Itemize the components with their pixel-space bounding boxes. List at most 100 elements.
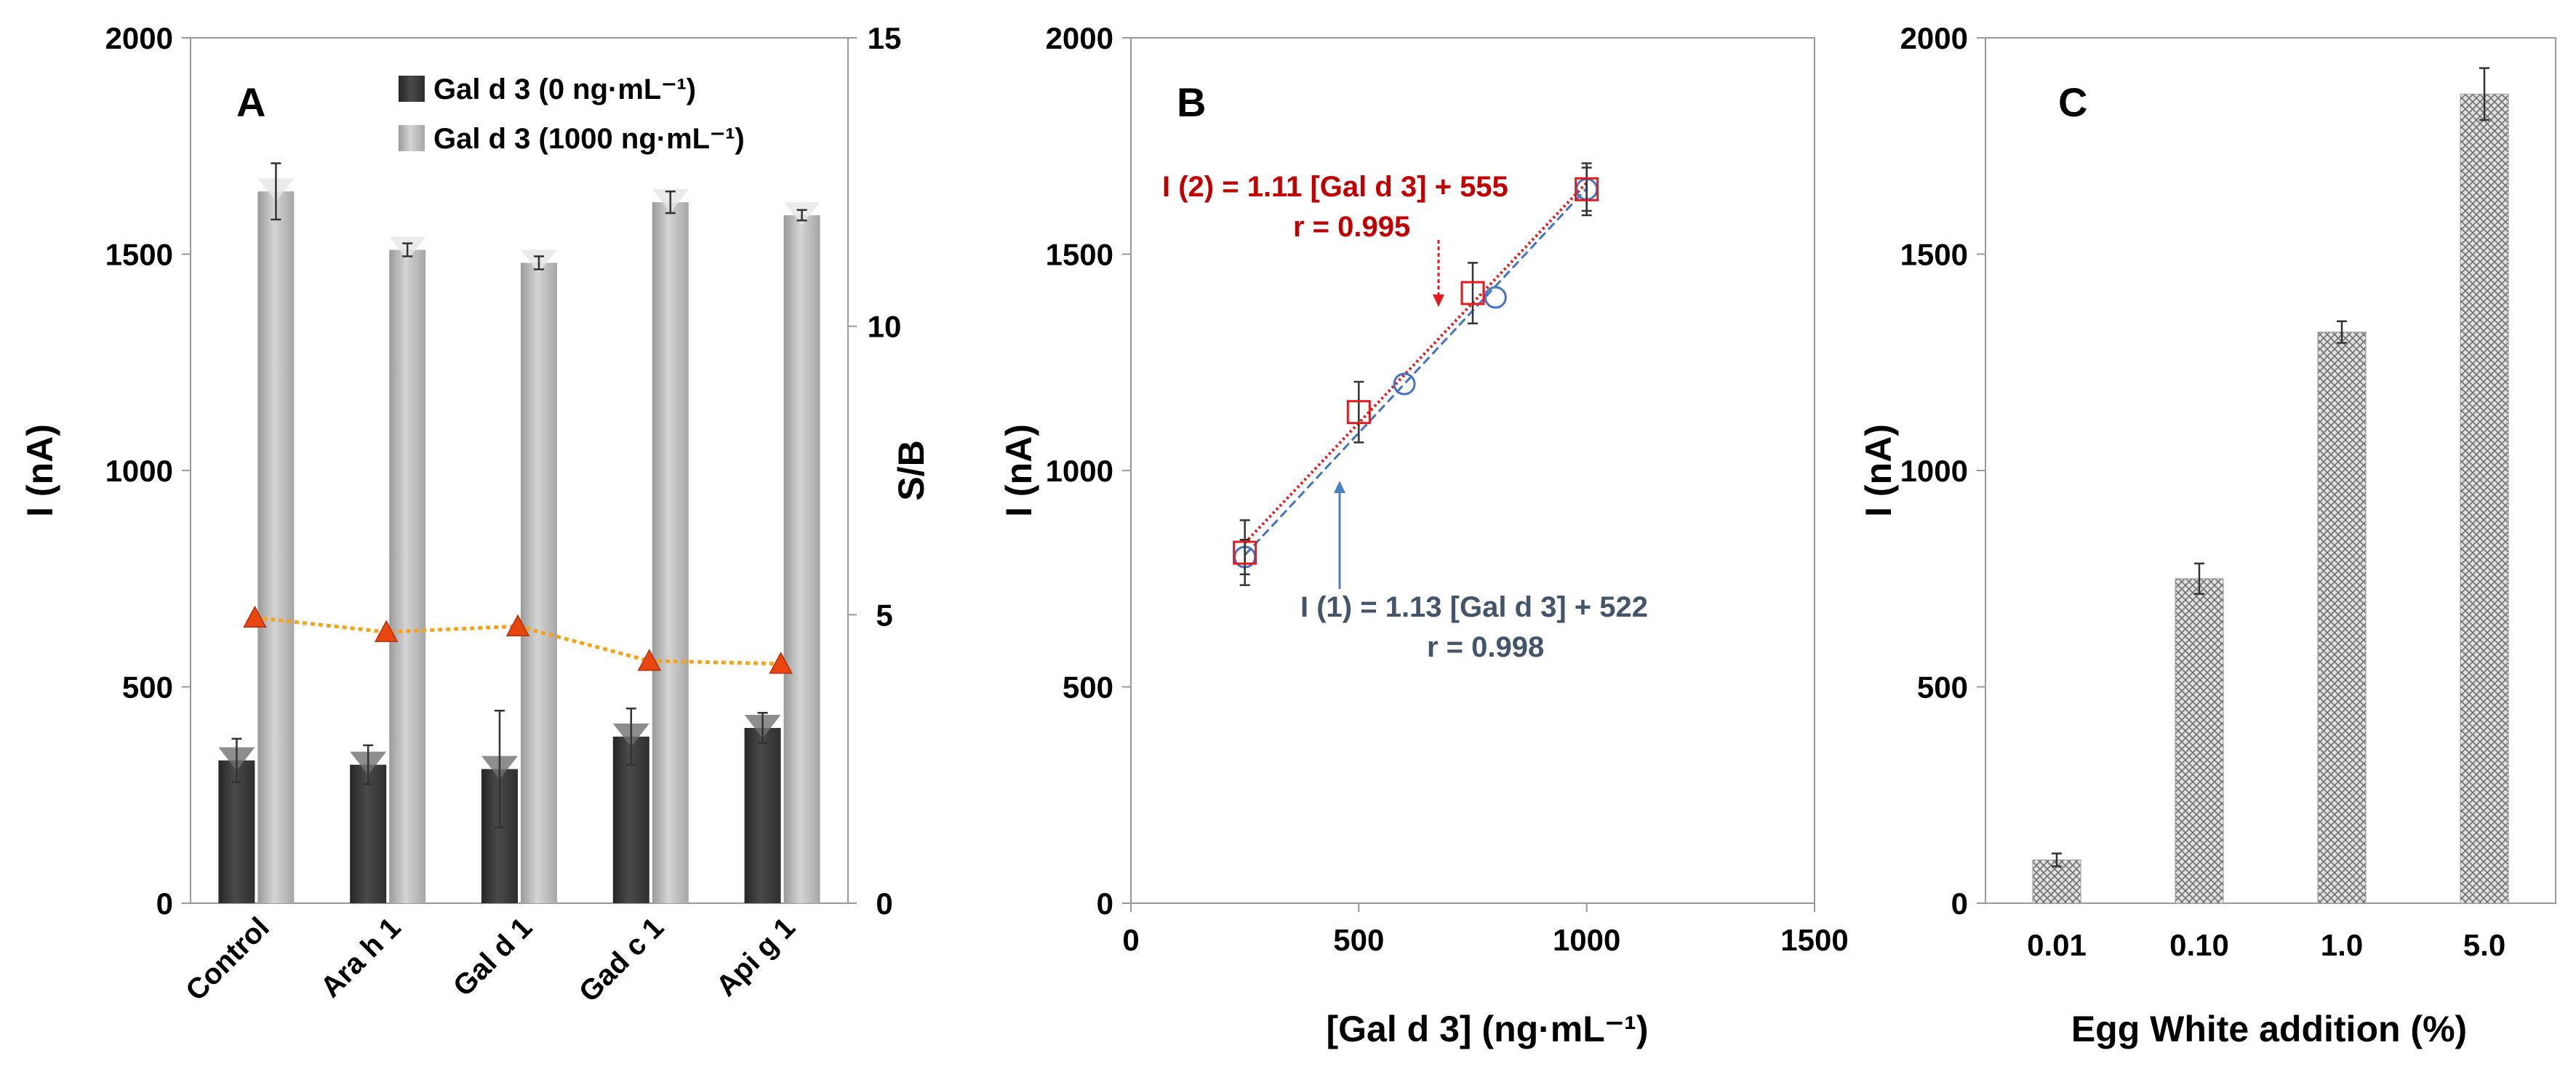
error-bar [363,744,374,785]
error-bar [271,162,281,221]
error-bar [1581,162,1592,217]
x-tick-label: 0.01 [2027,928,2087,962]
panel-b: 0 500 1000 1500 2000 0 500 1000 1500 B I (nA) [… [999,21,1849,1049]
point-square [1233,540,1257,565]
y-tick-label: 2000 [105,21,173,55]
y-tick-label: 1000 [105,454,173,488]
x-tick-label: 5.0 [2463,928,2505,962]
error-bar [625,708,636,766]
y-tick-label: 500 [122,670,173,705]
error-bar [1468,262,1478,324]
y-tick-label: 1000 [1900,454,1968,488]
y-axis-right-a: 0 5 10 15 [848,21,901,921]
plot-area-b [1130,37,1815,904]
bar [783,215,820,903]
x-axis-c: 0.01 0.10 1.0 5.0 [2027,928,2505,962]
fit-line-1 [1244,188,1588,556]
bar [2175,578,2224,904]
bar [350,764,387,903]
error-bar [402,242,413,257]
y2-tick-label: 10 [868,310,902,344]
bar [652,202,689,904]
y-tick-label: 1500 [1900,238,1968,272]
y2-tick-label: 5 [876,598,892,632]
x-axis-b: 0 500 1000 1500 [1122,903,1849,957]
panel-a: 0 500 1000 1500 2000 0 5 10 15 Control Ara h 1 Ga… [20,21,932,1009]
sb-marker [374,620,399,642]
point-square [1460,281,1485,305]
bar [389,249,426,903]
x-axis-a: Control Ara h 1 Gal d 1 Gad c 1 Api g 1 [180,911,801,1008]
y-tick-label: 500 [1917,670,1968,705]
x-tick-label: 1000 [1553,923,1620,957]
error-bar [665,190,676,215]
x-tick-label: Gad c 1 [573,911,670,1008]
bar [2460,93,2509,904]
bar [2317,332,2367,904]
y-tick-label: 0 [1951,886,1968,921]
y-tick-label: 500 [1063,670,1113,705]
arrow-eq-1 [1334,481,1345,589]
y-tick-label: 2000 [1046,21,1113,55]
error-bar [2479,67,2489,121]
y-tick-label: 1500 [105,238,173,272]
x-tick-label: 0.10 [2169,928,2229,962]
arrow-eq-2 [1433,240,1444,307]
fit-lines-b [1244,181,1588,556]
x-axis-label-b: [Gal d 3] (ng·mL⁻¹) [1327,1009,1649,1049]
fit-line-2 [1244,181,1588,545]
error-bar [495,709,505,829]
sb-series [243,605,793,674]
sb-marker [637,649,662,671]
y-tick-label: 1000 [1046,454,1113,488]
x-tick-label: 1500 [1780,923,1848,957]
y2-tick-label: 0 [876,886,892,921]
equation-1: I (1) = 1.13 [Gal d 3] + 522 [1300,591,1648,623]
error-bar [1239,519,1250,586]
x-axis-label-c: Egg White addition (%) [2071,1009,2467,1049]
x-tick-label: Ara h 1 [315,911,407,1004]
y-tick-label: 0 [156,886,173,921]
legend-swatch-1 [399,125,425,151]
r-value-1: r = 0.998 [1427,631,1544,663]
bars-a [218,162,820,904]
legend-a: Gal d 3 (0 ng·mL⁻¹) Gal d 3 (1000 ng·mL⁻… [399,73,745,155]
error-bar [2052,852,2062,868]
y-axis-label-c: I (nA) [1858,424,1899,517]
point-square [1575,177,1599,201]
error-bar [796,209,807,222]
x-tick-label: Gal d 1 [447,911,538,1002]
legend-label-1: Gal d 3 (1000 ng·mL⁻¹) [433,123,745,155]
error-bar [757,711,768,745]
y-tick-label: 2000 [1900,21,1968,55]
y-tick-label: 0 [1097,886,1113,921]
y-axis-c: 0 500 1000 1500 2000 [1900,21,1985,921]
legend-label-0: Gal d 3 (0 ng·mL⁻¹) [433,73,696,105]
y-axis-label-b: I (nA) [999,424,1039,517]
sb-line [255,615,781,666]
y-tick-label: 1500 [1046,238,1113,272]
y-axis-left-a: 0 500 1000 1500 2000 [105,21,191,921]
error-bar [2194,562,2204,595]
error-bar [231,737,242,783]
bars-c [2032,67,2509,904]
x-tick-label: 500 [1333,923,1384,957]
point-circle [1484,286,1507,309]
bar [257,191,295,904]
point-square [1346,400,1371,425]
panel-label-b: B [1177,79,1206,125]
bar [521,263,557,903]
x-tick-label: Api g 1 [711,911,801,1002]
y2-axis-label-a: S/B [891,440,932,500]
error-bar [1353,380,1364,444]
panel-label-c: C [2058,79,2087,125]
r-value-2: r = 0.995 [1293,211,1410,243]
equation-2: I (2) = 1.11 [Gal d 3] + 555 [1162,171,1508,203]
x-tick-label: 0 [1122,923,1139,957]
point-circle [1393,372,1416,396]
panel-c: 0 500 1000 1500 2000 0.01 0.10 1.0 5.0 C I (nA)… [1858,21,2556,1049]
error-bar [2337,320,2347,344]
bar [218,760,255,903]
y-axis-label-a: I (nA) [20,424,60,517]
